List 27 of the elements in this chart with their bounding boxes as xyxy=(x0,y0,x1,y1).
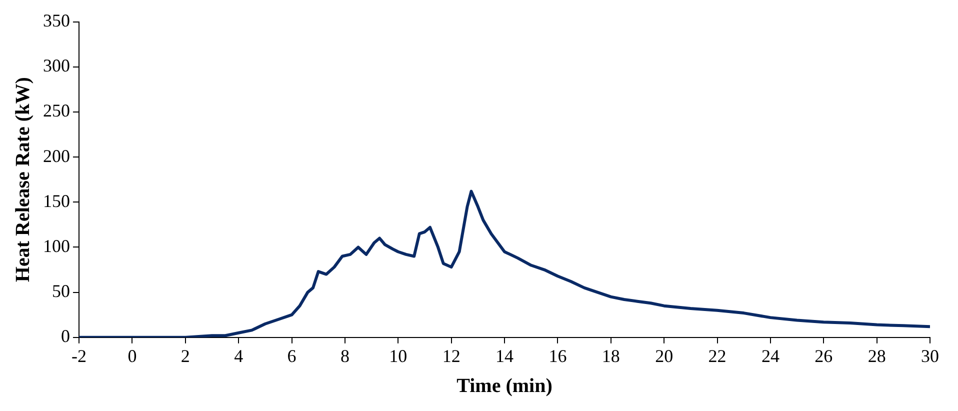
y-tick-label: 0 xyxy=(61,326,70,346)
y-tick-label: 100 xyxy=(43,236,70,256)
x-tick-label: 10 xyxy=(389,346,408,366)
x-axis-title: Time (min) xyxy=(456,375,552,398)
x-tick-label: 24 xyxy=(761,346,780,366)
x-tick-label: 6 xyxy=(287,346,296,366)
x-tick-label: 14 xyxy=(496,346,514,366)
x-tick-label: 18 xyxy=(602,346,620,366)
x-tick-label: 4 xyxy=(234,346,244,366)
x-tick-label: -2 xyxy=(72,346,86,366)
x-tick-label: 26 xyxy=(814,346,833,366)
y-tick-label: 300 xyxy=(43,56,70,76)
y-tick-label: 150 xyxy=(43,190,70,211)
x-tick-label: 22 xyxy=(708,346,726,366)
y-tick-label: 200 xyxy=(43,146,70,166)
x-tick-label: 12 xyxy=(442,346,460,366)
y-tick-label: 50 xyxy=(52,281,70,302)
x-tick-label: 2 xyxy=(180,346,190,366)
x-tick-label: 28 xyxy=(868,346,886,366)
x-tick-label: 16 xyxy=(548,346,567,366)
y-tick-label: 350 xyxy=(43,10,70,31)
y-tick-label: 250 xyxy=(43,100,70,121)
x-tick-label: 8 xyxy=(340,346,350,366)
y-axis-title: Heat Release Rate (kW) xyxy=(12,77,34,282)
x-tick-label: 0 xyxy=(128,346,137,366)
x-tick-label: 30 xyxy=(921,346,939,366)
x-tick-label: 20 xyxy=(655,346,674,366)
